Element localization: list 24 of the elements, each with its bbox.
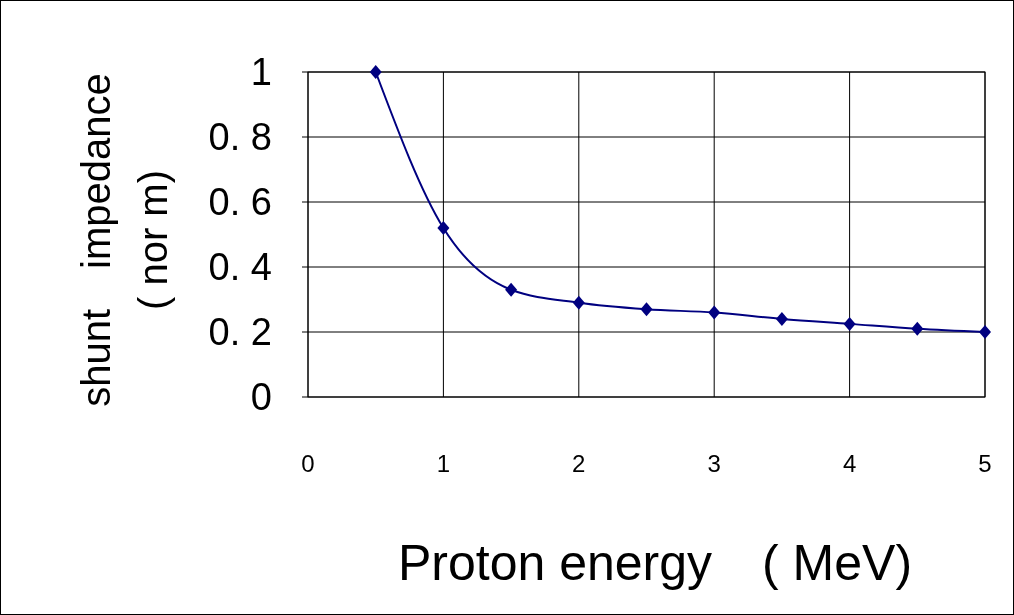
- point: [640, 302, 653, 317]
- point: [979, 325, 991, 339]
- x-axis-title: Proton energy ( MeV): [397, 535, 913, 591]
- y-tick-label: 0. 6: [208, 181, 272, 224]
- point: [708, 305, 721, 320]
- point: [775, 312, 788, 326]
- x-tick-label: 3: [707, 450, 721, 477]
- point: [572, 295, 585, 310]
- y-axis-title: shunt impedance ( nor m): [74, 73, 175, 407]
- x-tick-label: 5: [978, 450, 992, 477]
- x-tick-label: 1: [436, 450, 451, 477]
- point: [505, 282, 518, 297]
- y-tick-label: 0. 4: [208, 246, 272, 289]
- point: [437, 221, 450, 235]
- x-tick-label: 4: [842, 450, 857, 477]
- point: [843, 316, 856, 331]
- x-tick-label: 2: [572, 450, 586, 477]
- y-tick-label: 0: [250, 376, 272, 419]
- point: [369, 65, 382, 79]
- y-tick-label: 1: [250, 51, 272, 94]
- x-tick-label: 0: [301, 450, 315, 477]
- y-tick-label: 0. 8: [208, 116, 272, 159]
- point: [911, 321, 924, 336]
- y-tick-label: 0. 2: [208, 311, 272, 354]
